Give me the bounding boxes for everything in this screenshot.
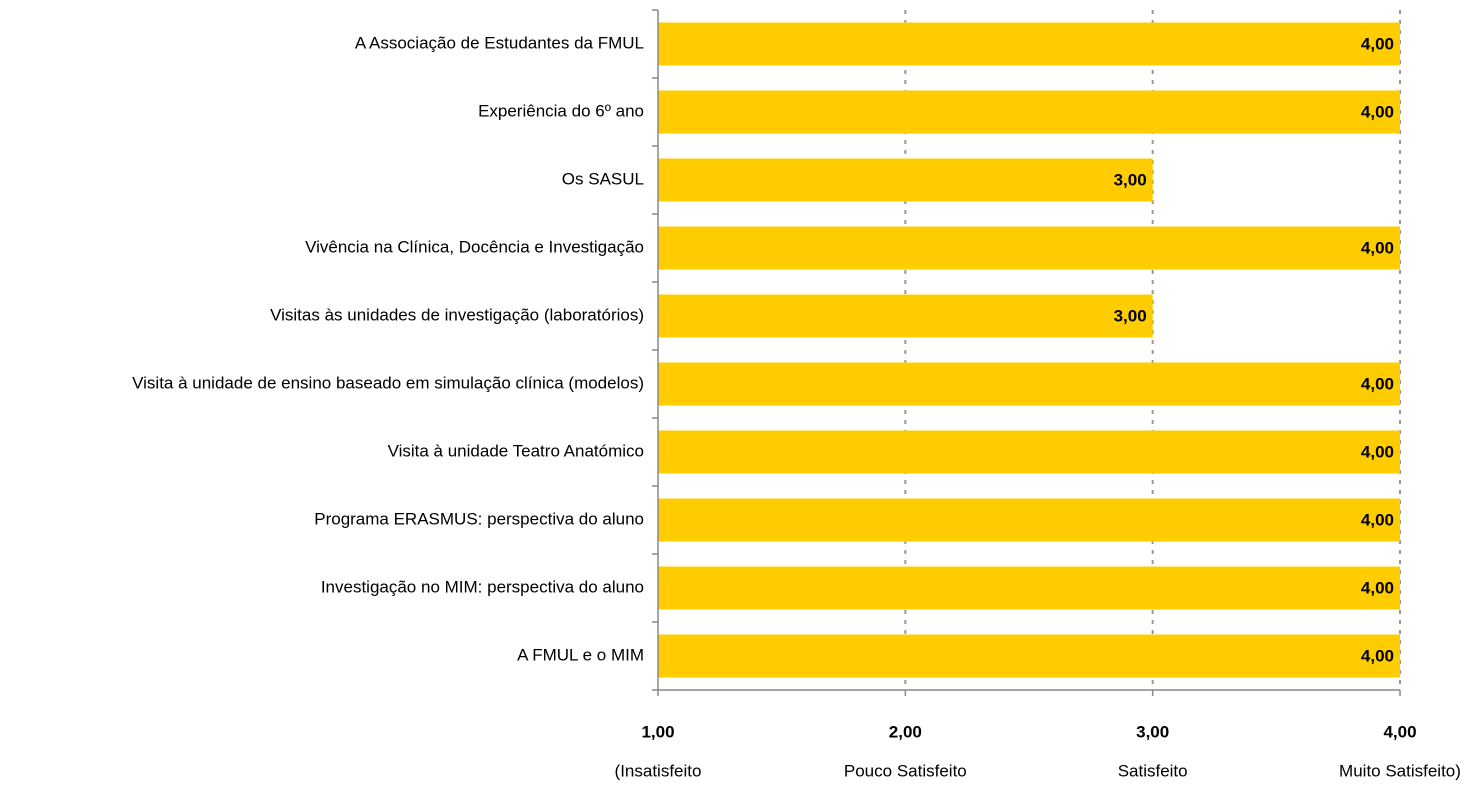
x-tick-label: 1,00 [641, 722, 674, 741]
value-label: 4,00 [1361, 34, 1394, 53]
value-label: 4,00 [1361, 238, 1394, 257]
y-tick-label: Os SASUL [562, 169, 644, 188]
bar [658, 430, 1400, 474]
bar [658, 498, 1400, 542]
x-tick-caption: (Insatisfeito [615, 761, 702, 780]
value-label: 4,00 [1361, 646, 1394, 665]
bar [658, 158, 1153, 202]
y-tick-label: Visita à unidade Teatro Anatómico [388, 441, 644, 460]
bar [658, 226, 1400, 270]
x-tick-label: 2,00 [889, 722, 922, 741]
y-tick-label: Experiência do 6º ano [478, 101, 644, 120]
value-label: 4,00 [1361, 578, 1394, 597]
y-tick-label: Visitas às unidades de investigação (lab… [270, 305, 644, 324]
value-label: 4,00 [1361, 442, 1394, 461]
x-tick-label: 3,00 [1136, 722, 1169, 741]
x-tick-caption: Pouco Satisfeito [844, 761, 967, 780]
bar [658, 362, 1400, 406]
value-label: 3,00 [1114, 170, 1147, 189]
bar [658, 566, 1400, 610]
value-label: 4,00 [1361, 374, 1394, 393]
y-tick-label: Investigação no MIM: perspectiva do alun… [321, 577, 644, 596]
y-tick-label: Visita à unidade de ensino baseado em si… [132, 373, 644, 392]
value-label: 3,00 [1114, 306, 1147, 325]
y-tick-label: Vivência na Clínica, Docência e Investig… [305, 237, 644, 256]
value-label: 4,00 [1361, 102, 1394, 121]
bar [658, 22, 1400, 66]
y-tick-label: Programa ERASMUS: perspectiva do aluno [314, 509, 644, 528]
x-tick-caption: Satisfeito [1118, 761, 1188, 780]
y-tick-label: A Associação de Estudantes da FMUL [355, 33, 644, 52]
bar [658, 294, 1153, 338]
y-tick-label: A FMUL e o MIM [517, 645, 644, 664]
x-tick-caption: Muito Satisfeito) [1339, 761, 1461, 780]
value-label: 4,00 [1361, 510, 1394, 529]
x-tick-label: 4,00 [1383, 722, 1416, 741]
bar [658, 90, 1400, 134]
bar [658, 634, 1400, 678]
